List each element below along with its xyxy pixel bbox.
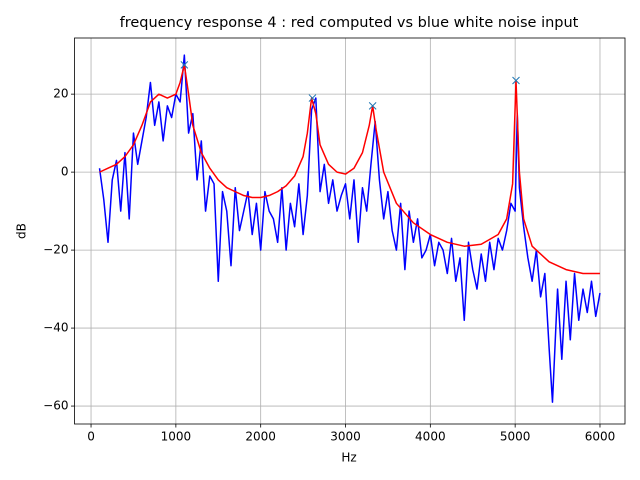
x-tick-label: 2000 xyxy=(245,430,276,444)
x-axis-label: Hz xyxy=(341,451,356,465)
peak-marker xyxy=(180,61,189,69)
y-tick-label: −40 xyxy=(43,321,68,335)
y-tick-label: −20 xyxy=(43,243,68,257)
y-tick-label: 20 xyxy=(53,87,68,101)
y-tick-label: −60 xyxy=(43,399,68,413)
x-tick-label: 0 xyxy=(87,430,95,444)
peak-marker xyxy=(368,101,377,110)
x-tick-label: 3000 xyxy=(330,430,361,444)
x-tick-label: 6000 xyxy=(585,430,616,444)
plot-frame xyxy=(74,37,626,425)
peak-marker xyxy=(308,94,317,102)
y-tick-label: 0 xyxy=(61,165,69,179)
x-tick-label: 5000 xyxy=(500,430,531,444)
y-axis-label: dB xyxy=(15,223,29,239)
x-tick-label: 1000 xyxy=(161,430,192,444)
peak-marker xyxy=(512,76,520,85)
data-line xyxy=(99,64,600,275)
chart-title: frequency response 4 : red computed vs b… xyxy=(120,15,579,31)
x-tick-label: 4000 xyxy=(415,430,446,444)
